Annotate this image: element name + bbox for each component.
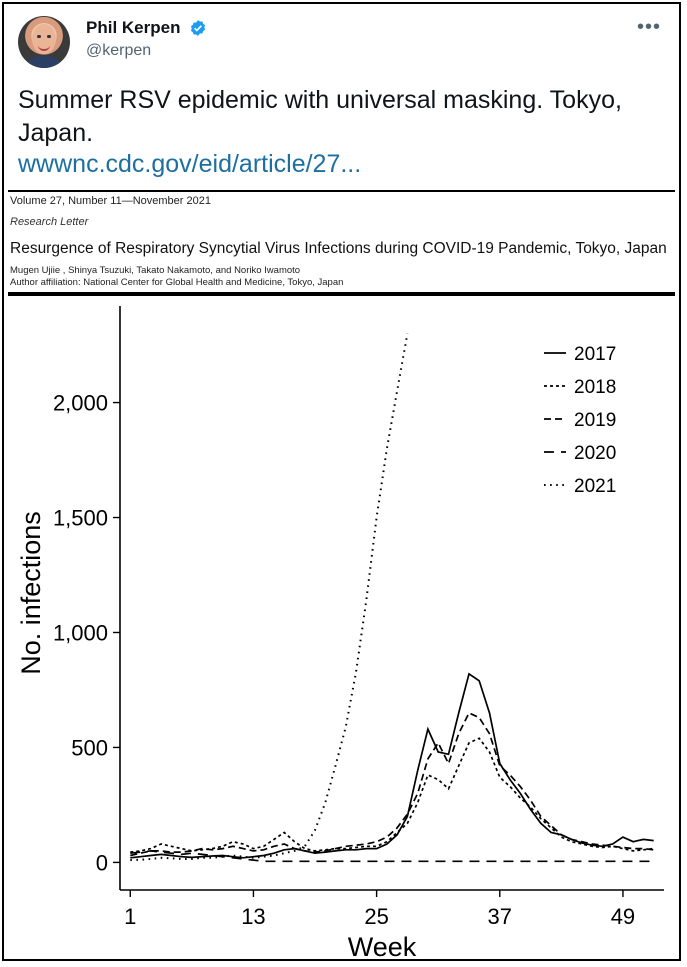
series-line-2019 <box>130 711 654 857</box>
rsv-line-chart: 0 500 1,000 1,500 2,000 1 13 25 37 49 Week No. infe… <box>16 306 664 959</box>
article-affiliation: Author affiliation: National Center for … <box>10 277 344 288</box>
y-tick-label: 0 <box>96 850 108 875</box>
legend-label: 2018 <box>574 377 616 398</box>
article-header: Volume 27, Number 11—November 2021 Resea… <box>10 194 680 290</box>
legend-label: 2020 <box>574 443 616 464</box>
divider <box>8 292 675 296</box>
handle[interactable]: @kerpen <box>86 42 152 59</box>
avatar[interactable] <box>18 16 70 68</box>
article-volume: Volume 27, Number 11—November 2021 <box>10 195 211 207</box>
tweet-text: Summer RSV epidemic with universal maski… <box>18 86 622 147</box>
x-axis-label: Week <box>348 932 417 959</box>
y-tick-label: 2,000 <box>53 391 108 416</box>
y-tick-label: 1,000 <box>53 620 108 645</box>
x-tick-label: 49 <box>611 904 635 929</box>
y-tick-label: 500 <box>71 735 108 760</box>
article-type: Research Letter <box>10 216 89 228</box>
series-line-2020 <box>130 850 654 863</box>
x-tick-label: 13 <box>241 904 265 929</box>
legend-label: 2019 <box>574 410 616 431</box>
legend-label: 2017 <box>574 344 616 365</box>
article-title: Resurgence of Respiratory Syncytial Viru… <box>10 240 667 257</box>
x-tick-label: 37 <box>488 904 512 929</box>
tweet-header: Phil Kerpen @kerpen ••• <box>18 16 667 68</box>
y-tick-label: 1,500 <box>53 506 108 531</box>
y-axis-label: No. infections <box>16 511 46 675</box>
divider <box>8 190 675 192</box>
series-line-2017 <box>130 672 654 859</box>
legend-label: 2021 <box>574 476 616 497</box>
display-name[interactable]: Phil Kerpen <box>86 18 181 37</box>
series-line-2021 <box>130 333 409 862</box>
article-authors: Mugen Ujiie , Shinya Tsuzuki, Takato Nak… <box>10 265 301 276</box>
more-horizontal-icon[interactable]: ••• <box>636 16 661 38</box>
author-block: Phil Kerpen @kerpen <box>86 18 207 60</box>
verified-badge-icon <box>190 20 205 36</box>
tweet-link[interactable]: wwwnc.cdc.gov/eid/article/27... <box>18 150 362 178</box>
x-tick-label: 1 <box>124 904 136 929</box>
series-line-2018 <box>130 737 654 853</box>
x-tick-label: 25 <box>364 904 388 929</box>
